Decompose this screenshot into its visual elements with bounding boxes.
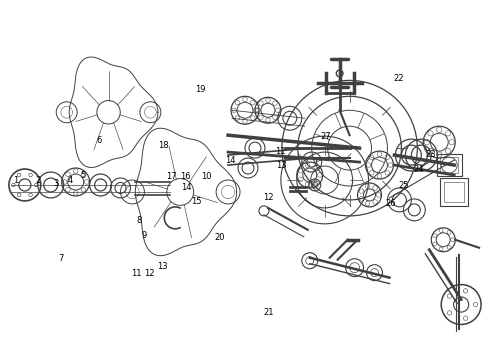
Text: 12: 12	[145, 269, 155, 278]
Text: 3: 3	[53, 179, 59, 188]
Text: 20: 20	[214, 233, 225, 242]
Text: 14: 14	[225, 156, 236, 165]
Text: 11: 11	[131, 269, 142, 278]
Text: 26: 26	[385, 199, 396, 208]
Text: 1: 1	[13, 176, 18, 185]
Text: 22: 22	[393, 75, 404, 84]
Text: 23: 23	[425, 150, 436, 159]
Text: 25: 25	[398, 180, 409, 189]
Text: 13: 13	[276, 161, 287, 170]
Text: 16: 16	[180, 172, 191, 181]
Text: 7: 7	[58, 255, 63, 264]
Text: 18: 18	[158, 141, 168, 150]
Text: 2: 2	[35, 176, 40, 185]
Text: 14: 14	[181, 183, 192, 192]
Bar	[440, 178, 468, 206]
Text: 10: 10	[201, 172, 211, 181]
Text: 6: 6	[96, 136, 101, 145]
Text: 21: 21	[263, 308, 274, 317]
Text: 15: 15	[191, 197, 201, 206]
Bar	[437, 154, 462, 176]
Text: 5: 5	[80, 171, 86, 180]
Bar	[441, 157, 458, 173]
Text: 19: 19	[195, 85, 205, 94]
Text: 8: 8	[136, 216, 142, 225]
Text: 9: 9	[142, 231, 147, 240]
Text: 13: 13	[157, 262, 167, 271]
Text: 24: 24	[413, 166, 423, 175]
Text: 27: 27	[320, 132, 331, 141]
Text: 11: 11	[275, 147, 285, 156]
Text: 17: 17	[167, 172, 177, 181]
Bar	[444, 182, 464, 202]
Text: 4: 4	[68, 176, 73, 185]
Text: 12: 12	[263, 193, 274, 202]
